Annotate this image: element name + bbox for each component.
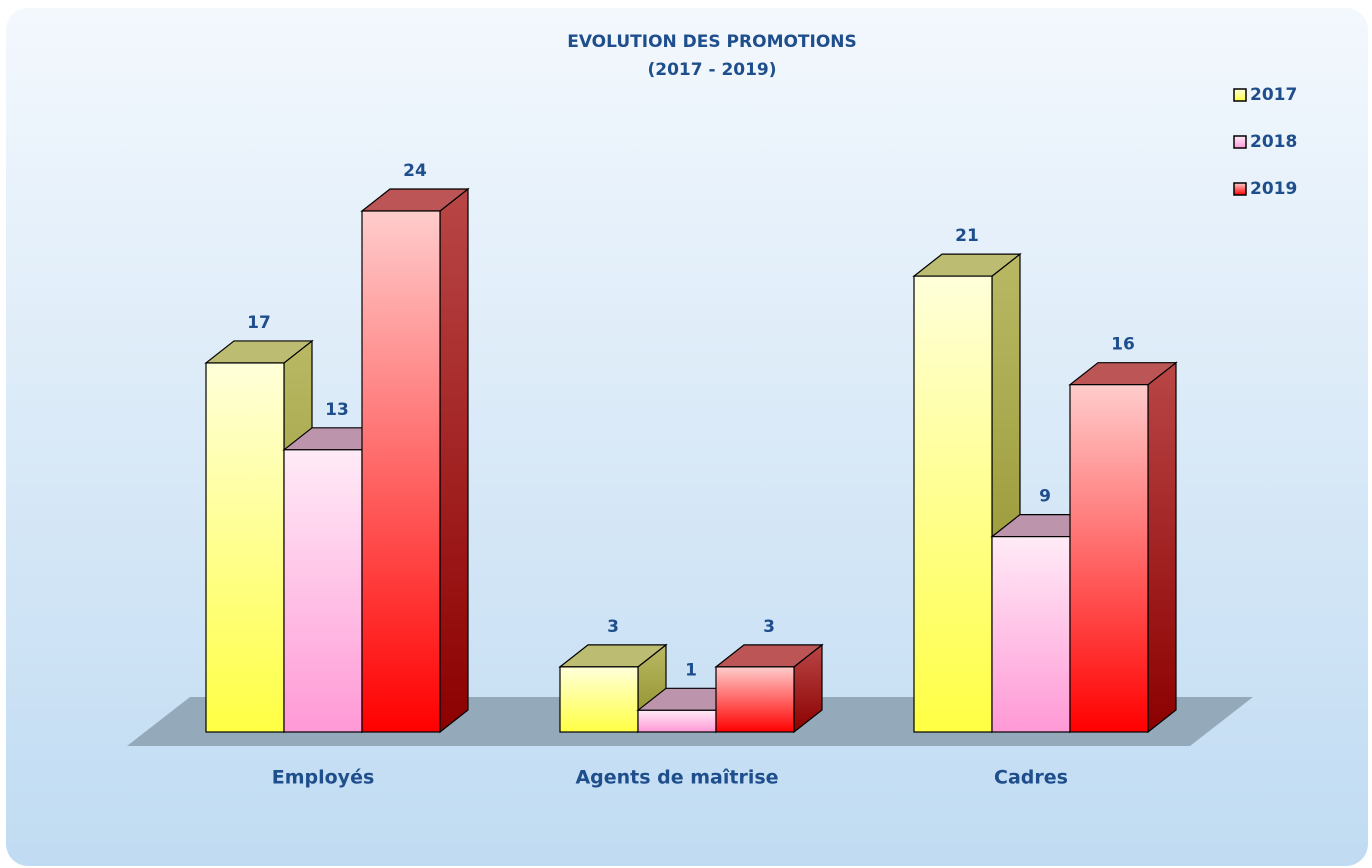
legend-swatch xyxy=(1233,182,1247,196)
bar-front xyxy=(283,449,363,733)
x-tick-label: Agents de maîtrise xyxy=(575,767,778,789)
bar-side xyxy=(439,187,469,734)
chart-title: EVOLUTION DES PROMOTIONS xyxy=(567,32,857,52)
bar-front xyxy=(913,275,993,733)
bar-front xyxy=(205,362,285,733)
bar-side xyxy=(1147,361,1177,734)
bar-front xyxy=(1069,384,1149,733)
legend-swatch xyxy=(1233,88,1247,102)
data-label: 9 xyxy=(1039,487,1051,507)
bar xyxy=(1068,361,1178,734)
legend-label: 2018 xyxy=(1250,132,1297,152)
data-label: 3 xyxy=(763,617,775,637)
data-label: 1 xyxy=(685,660,697,680)
bar-front xyxy=(361,210,441,733)
x-tick-label: Cadres xyxy=(994,767,1068,789)
bar xyxy=(360,187,470,734)
chart-subtitle: (2017 - 2019) xyxy=(647,60,776,80)
data-label: 24 xyxy=(403,161,427,181)
x-tick-label: Employés xyxy=(272,767,375,789)
data-label: 16 xyxy=(1111,335,1135,355)
legend-swatch xyxy=(1233,135,1247,149)
data-label: 17 xyxy=(247,313,271,333)
bar-front xyxy=(991,536,1071,733)
bar-front xyxy=(637,709,717,733)
legend-label: 2019 xyxy=(1250,179,1297,199)
bar-front xyxy=(559,666,639,733)
data-label: 3 xyxy=(607,617,619,637)
data-label: 21 xyxy=(955,226,979,246)
bar xyxy=(714,643,824,734)
bar-front xyxy=(715,666,795,733)
data-label: 13 xyxy=(325,400,349,420)
legend-label: 2017 xyxy=(1250,85,1297,105)
